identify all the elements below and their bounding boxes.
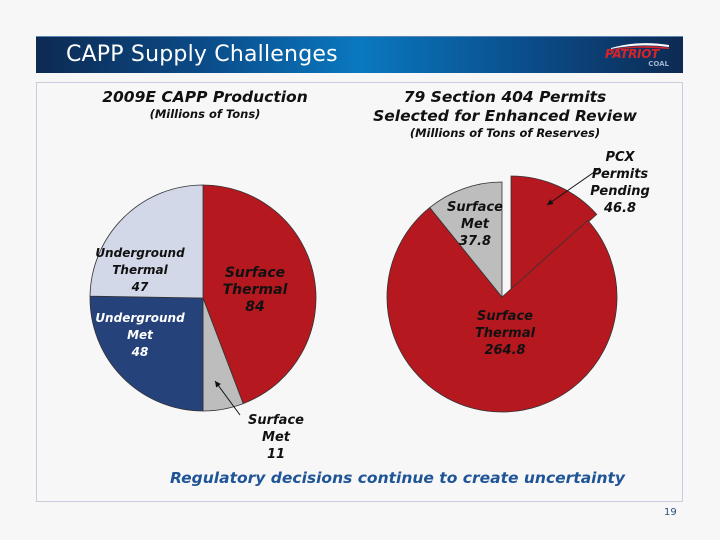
left-chart-subtitle: (Millions of Tons) xyxy=(149,107,261,121)
slice-label-underground-thermal: Underground Thermal 47 xyxy=(95,246,185,294)
pie-slice-surface-met xyxy=(429,181,503,299)
pie-slice-surface-thermal xyxy=(386,206,618,413)
slide-header: CAPP Supply Challenges PATRIOT COAL xyxy=(36,36,683,73)
patriot-coal-logo: PATRIOT COAL xyxy=(603,40,673,70)
slide-title: CAPP Supply Challenges xyxy=(66,42,338,67)
callout-arrow xyxy=(546,167,601,206)
slice-label-underground-met: Underground Met 48 xyxy=(95,311,185,359)
right-chart-subtitle: (Millions of Tons of Reserves) xyxy=(409,126,601,140)
logo-name: PATRIOT xyxy=(605,47,660,61)
page-number: 19 xyxy=(664,507,677,518)
pie-chart-1: Surface Thermal 84 Surface Met 11 Underground M… xyxy=(89,184,317,462)
slice-label-surface-thermal: Surface Thermal 84 xyxy=(223,265,288,315)
logo-swoosh-icon xyxy=(611,43,669,50)
slice-label-surface-thermal: Surface Thermal 264.8 xyxy=(475,309,536,358)
right-chart-title-line2: Selected for Enhanced Review xyxy=(373,107,637,125)
slice-label-surface-met: Surface Met 11 xyxy=(248,413,304,462)
left-chart-title-block: 2009E CAPP Production (Millions of Tons) xyxy=(70,88,340,122)
slice-label-pcx-permits-pending: PCX Permits Pending 46.8 xyxy=(590,150,650,216)
callout-arrow xyxy=(214,380,241,416)
pie-slice-surface-thermal xyxy=(202,184,317,405)
right-chart-title-block: 79 Section 404 Permits Selected for Enha… xyxy=(350,88,660,141)
logo-sub: COAL xyxy=(648,60,669,68)
pie-chart-2: PCX Permits Pending 46.8 Surface Thermal 264.8… xyxy=(386,150,650,413)
pie-slice-pcx-permits-pending xyxy=(510,175,598,292)
left-chart-title: 2009E CAPP Production xyxy=(102,88,308,106)
pie-slice-underground-met xyxy=(89,295,204,412)
slice-label-surface-met: Surface Met 37.8 xyxy=(447,200,503,249)
pie-slice-underground-thermal xyxy=(89,184,204,299)
footer-note: Regulatory decisions continue to create … xyxy=(170,469,626,487)
right-chart-title-line1: 79 Section 404 Permits xyxy=(403,88,607,106)
